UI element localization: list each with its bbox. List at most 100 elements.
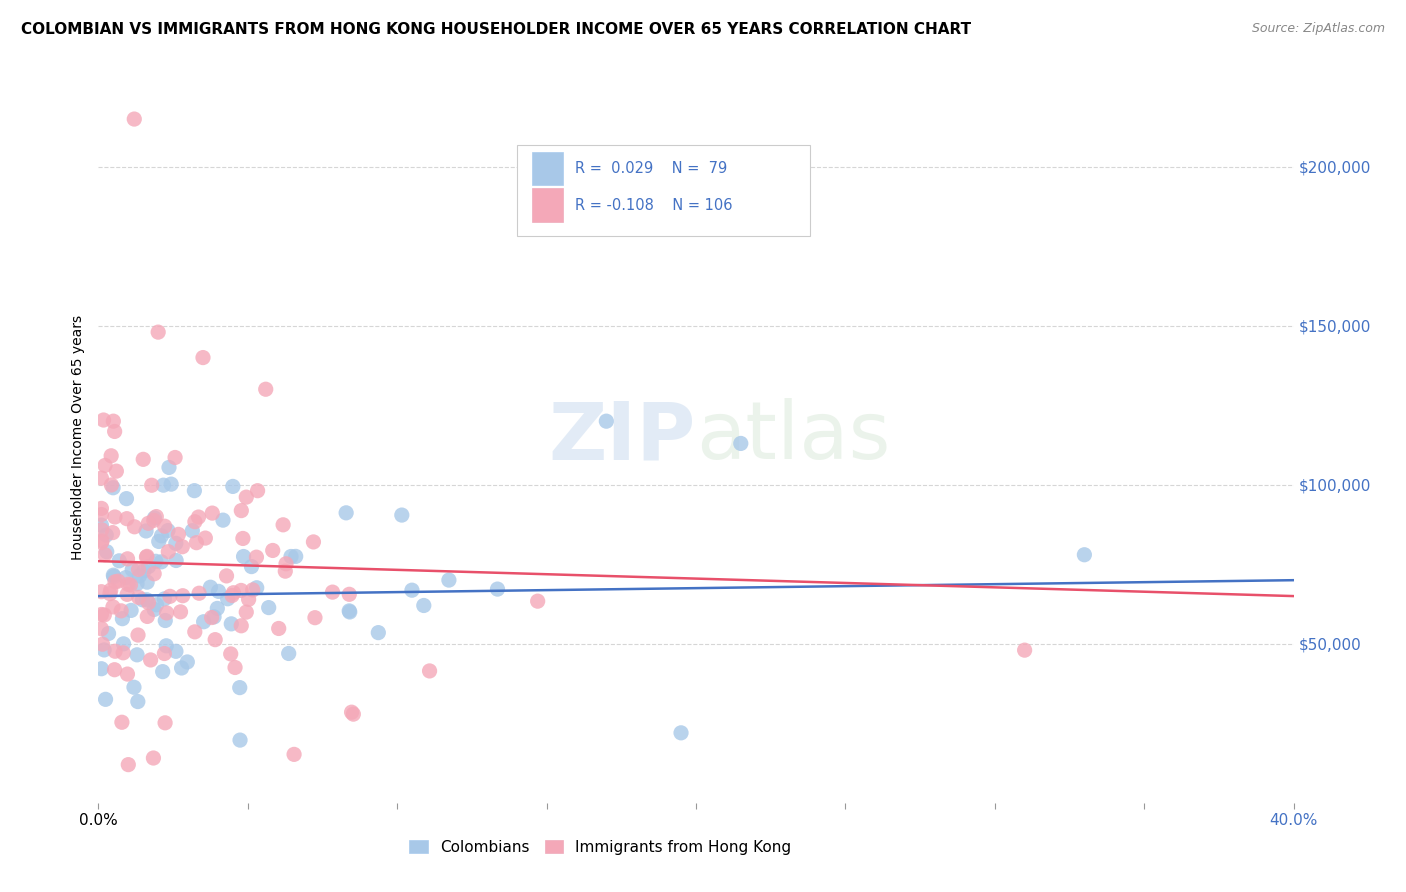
Point: [595, 414, 617, 428]
Point: [274, 557, 297, 571]
Point: [221, 589, 243, 603]
Point: [103, 663, 125, 677]
Point: [152, 665, 174, 679]
Point: [114, 571, 136, 585]
Point: [138, 559, 160, 574]
Point: [90, 662, 112, 676]
Point: [120, 603, 142, 617]
Point: [143, 566, 166, 581]
Point: [120, 578, 142, 592]
Point: [1073, 548, 1095, 562]
Point: [117, 577, 139, 591]
Point: [107, 574, 129, 589]
Point: [90, 584, 112, 599]
Point: [437, 573, 460, 587]
Point: [125, 648, 148, 662]
Point: [245, 550, 267, 565]
Point: [730, 436, 752, 450]
Point: [254, 382, 277, 396]
Point: [231, 619, 253, 633]
Point: [141, 478, 163, 492]
Point: [165, 450, 187, 465]
Point: [115, 491, 138, 506]
Point: [90, 501, 112, 516]
Point: [246, 581, 269, 595]
Point: [304, 610, 326, 624]
Point: [153, 591, 176, 606]
Point: [122, 680, 145, 694]
Point: [128, 562, 150, 576]
Point: [111, 612, 134, 626]
Point: [135, 524, 157, 538]
Point: [183, 483, 205, 498]
Point: [93, 607, 115, 622]
Point: [132, 564, 155, 578]
Point: [176, 655, 198, 669]
Legend: Colombians, Immigrants from Hong Kong: Colombians, Immigrants from Hong Kong: [404, 834, 797, 861]
Point: [108, 554, 131, 568]
Point: [187, 510, 209, 524]
Point: [238, 592, 260, 607]
Point: [222, 586, 245, 600]
Point: [90, 471, 112, 485]
Point: [94, 692, 117, 706]
Point: [142, 513, 165, 527]
Point: [159, 590, 181, 604]
Point: [401, 583, 423, 598]
Point: [150, 555, 173, 569]
Point: [145, 509, 167, 524]
Point: [155, 606, 177, 620]
Point: [127, 628, 149, 642]
Point: [342, 707, 364, 722]
Point: [100, 478, 122, 492]
Point: [280, 549, 302, 564]
Point: [155, 639, 177, 653]
Point: [156, 524, 179, 538]
Point: [153, 519, 176, 533]
Point: [204, 632, 226, 647]
Point: [207, 601, 229, 615]
Point: [222, 479, 245, 493]
Point: [101, 525, 124, 540]
Point: [128, 569, 150, 583]
Point: [181, 524, 204, 538]
Point: [148, 325, 170, 339]
Point: [117, 551, 139, 566]
Point: [277, 647, 299, 661]
Point: [138, 516, 160, 531]
Point: [219, 616, 242, 631]
FancyBboxPatch shape: [533, 152, 564, 186]
Point: [157, 544, 180, 558]
Point: [217, 591, 239, 606]
Point: [165, 553, 187, 567]
Point: [246, 483, 269, 498]
Point: [339, 605, 361, 619]
Point: [142, 751, 165, 765]
Point: [148, 534, 170, 549]
Point: [184, 624, 207, 639]
Point: [93, 413, 115, 427]
Point: [135, 592, 157, 607]
Point: [337, 587, 360, 601]
Point: [104, 425, 127, 439]
Point: [231, 503, 253, 517]
Point: [112, 637, 135, 651]
Point: [193, 615, 215, 629]
Point: [229, 583, 252, 598]
Point: [139, 653, 162, 667]
Point: [200, 580, 222, 594]
Point: [184, 515, 207, 529]
Point: [104, 510, 127, 524]
Point: [100, 583, 122, 598]
Point: [669, 726, 692, 740]
Point: [232, 532, 254, 546]
Point: [101, 481, 124, 495]
Point: [155, 614, 177, 628]
FancyBboxPatch shape: [517, 145, 810, 235]
Point: [143, 602, 166, 616]
Text: R =  0.029    N =  79: R = 0.029 N = 79: [575, 161, 727, 176]
FancyBboxPatch shape: [533, 188, 564, 222]
Point: [121, 563, 143, 577]
Point: [101, 599, 124, 614]
Point: [125, 576, 148, 591]
